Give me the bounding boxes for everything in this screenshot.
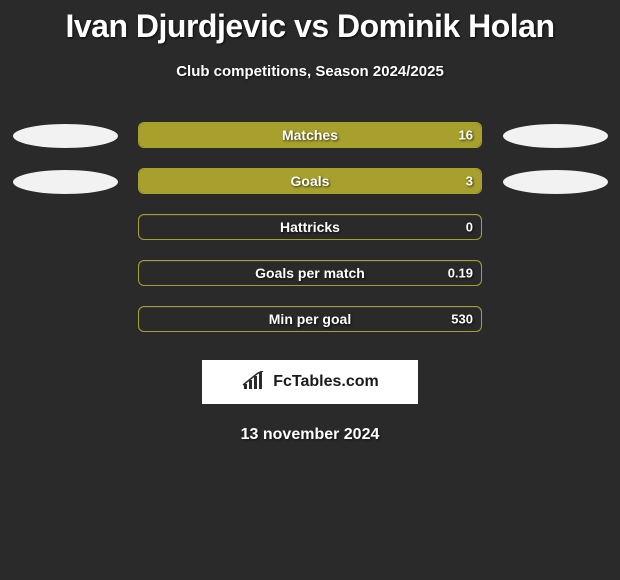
stat-bar: Matches16 [138, 122, 482, 148]
stat-bar: Goals per match0.19 [138, 260, 482, 286]
root: Ivan Djurdjevic vs Dominik Holan Club co… [0, 0, 620, 444]
source-badge[interactable]: FcTables.com [202, 360, 418, 404]
stat-bars: Matches16 Goals3 Hattricks0 Goals per match… [138, 122, 482, 332]
left-player-col [10, 122, 120, 194]
page-title: Ivan Djurdjevic vs Dominik Holan [0, 8, 620, 45]
stat-label: Goals [139, 173, 481, 189]
stat-label: Hattricks [139, 219, 481, 235]
stat-bar: Hattricks0 [138, 214, 482, 240]
subtitle: Club competitions, Season 2024/2025 [0, 63, 620, 80]
chart-icon [241, 371, 267, 393]
player-photo-placeholder [503, 124, 608, 148]
stat-right-value: 0.19 [448, 266, 473, 281]
player-photo-placeholder [13, 170, 118, 194]
stat-right-value: 16 [459, 128, 473, 143]
stat-right-value: 3 [466, 174, 473, 189]
stat-bar: Goals3 [138, 168, 482, 194]
stat-right-value: 0 [466, 220, 473, 235]
stat-right-value: 530 [451, 312, 473, 327]
player-photo-placeholder [13, 124, 118, 148]
player-photo-placeholder [503, 170, 608, 194]
date-label: 13 november 2024 [0, 426, 620, 444]
right-player-col [500, 122, 610, 194]
stat-label: Matches [139, 127, 481, 143]
stats-area: Matches16 Goals3 Hattricks0 Goals per match… [0, 122, 620, 332]
stat-bar: Min per goal530 [138, 306, 482, 332]
stat-label: Goals per match [139, 265, 481, 281]
stat-label: Min per goal [139, 311, 481, 327]
source-badge-text: FcTables.com [273, 373, 379, 391]
